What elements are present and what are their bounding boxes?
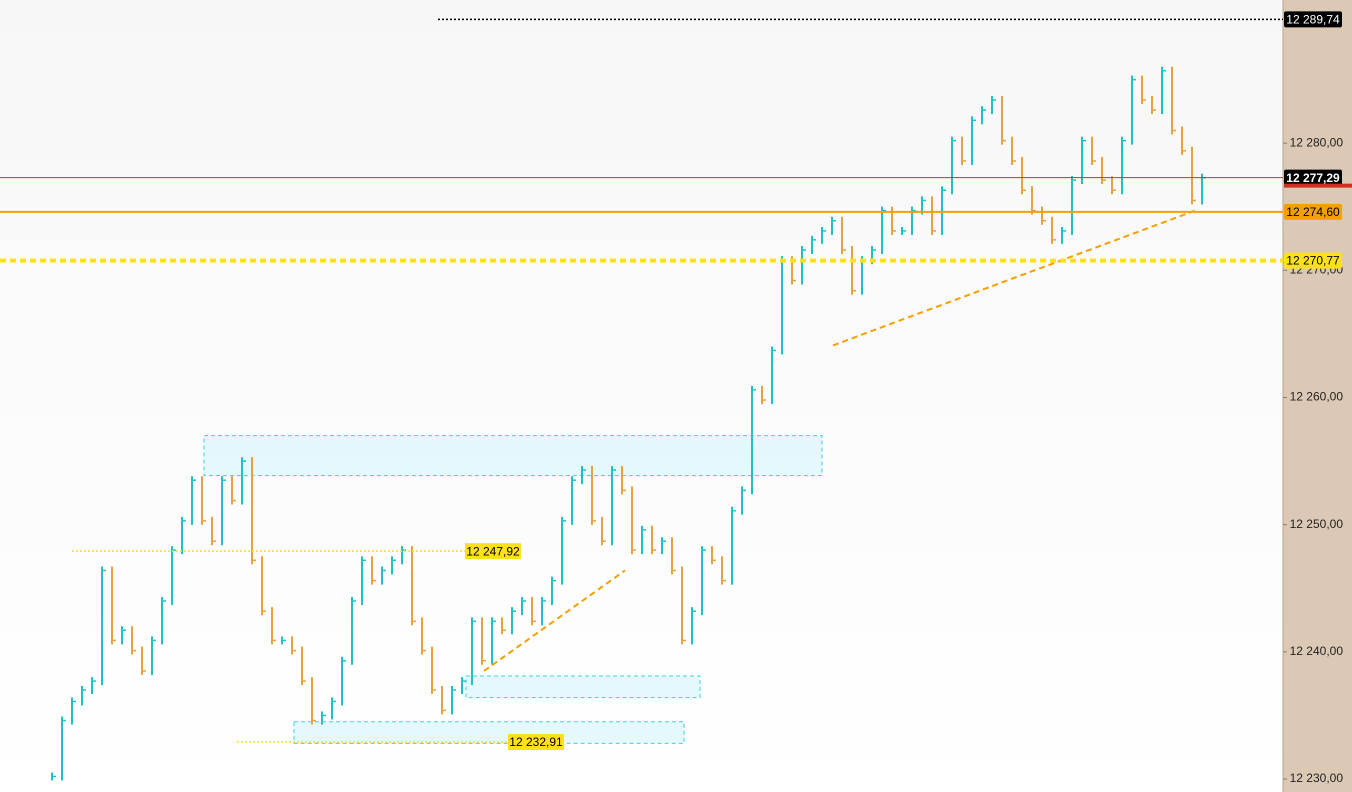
price-axis xyxy=(1283,0,1352,792)
level-label: 12 277,29 xyxy=(1286,171,1340,185)
level-label-underline xyxy=(1284,183,1352,188)
level-label: 12 274,60 xyxy=(1286,205,1340,219)
level-label-bg xyxy=(1284,203,1342,220)
y-tick-label: 12 260,00 xyxy=(1290,390,1344,404)
level-label: 12 289,74 xyxy=(1286,13,1340,27)
zone xyxy=(465,675,701,699)
y-tick-label: 12 230,00 xyxy=(1290,771,1344,785)
zone xyxy=(203,435,823,477)
y-tick-label: 12 250,00 xyxy=(1290,517,1344,531)
level-label-bg xyxy=(508,734,564,751)
trendline xyxy=(483,569,626,672)
y-tick-label: 12 280,00 xyxy=(1290,135,1344,149)
level-label: 12 270,77 xyxy=(1286,254,1340,268)
zone xyxy=(293,721,685,744)
level-label-bg xyxy=(1284,11,1342,28)
level-label-bg xyxy=(1284,169,1342,186)
plot-background xyxy=(0,0,1283,792)
level-label: 12 247,92 xyxy=(466,544,520,558)
trendline xyxy=(832,209,1196,347)
level-label-bg xyxy=(465,543,521,560)
y-tick-label: 12 240,00 xyxy=(1290,644,1344,658)
level-label-bg xyxy=(1284,252,1342,269)
level-label: 12 232,91 xyxy=(509,735,563,749)
